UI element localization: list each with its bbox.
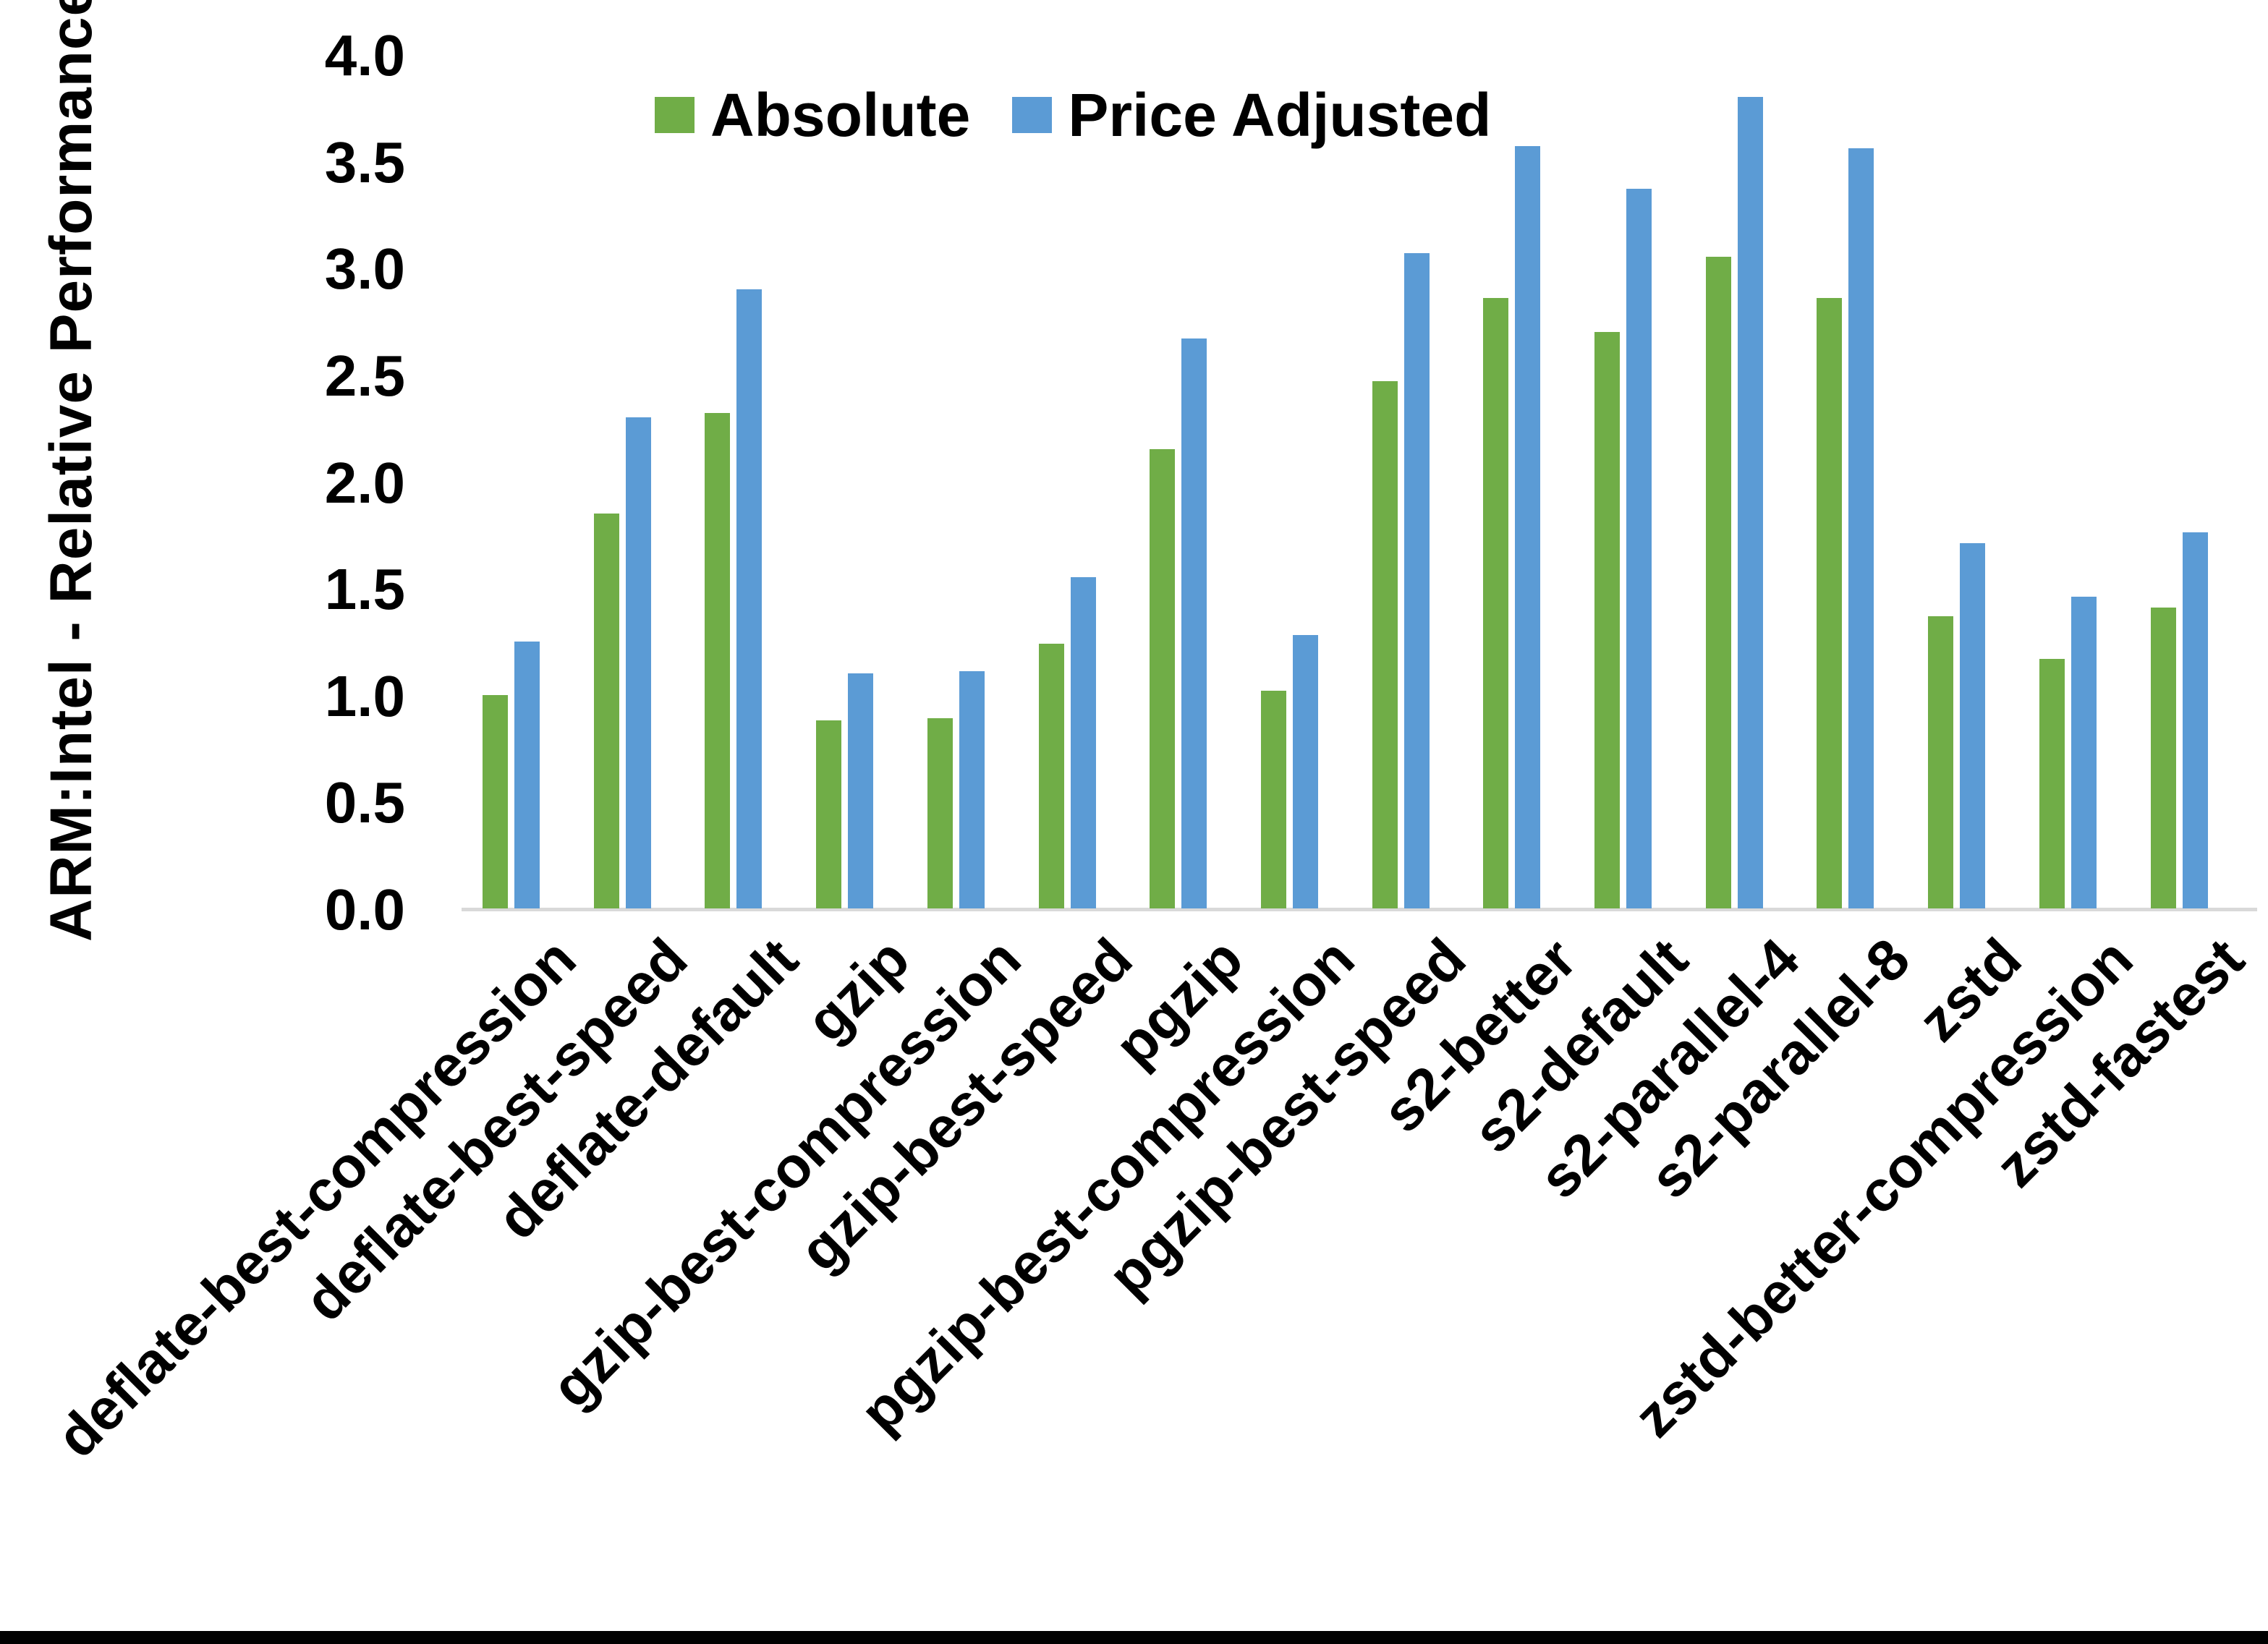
y-tick-label: 2.0	[324, 450, 405, 515]
bar-price-adjusted	[1960, 543, 1985, 908]
bar-absolute	[483, 695, 508, 908]
legend-absolute-label: Absolute	[710, 81, 971, 149]
y-axis-title: ARM:Intel - Relative Performance	[38, 0, 104, 942]
bar-price-adjusted	[1515, 146, 1540, 908]
y-tick-label: 2.5	[324, 343, 405, 408]
y-tick-label: 1.0	[324, 663, 405, 728]
bar-price-adjusted	[626, 417, 651, 908]
bar-absolute	[1261, 691, 1286, 908]
y-tick-label: 3.5	[324, 129, 405, 195]
bar-absolute	[1372, 381, 1398, 908]
bar-price-adjusted	[1738, 97, 1763, 908]
bar-price-adjusted	[2183, 532, 2208, 908]
bottom-border-bar	[0, 1631, 2268, 1644]
bar-absolute	[927, 718, 953, 908]
bar-price-adjusted	[2071, 597, 2097, 908]
bar-price-adjusted	[1848, 148, 1874, 908]
bar-price-adjusted	[514, 642, 540, 908]
legend-item-price-adjusted: Price Adjusted	[1012, 85, 1491, 145]
y-tick-label: 1.5	[324, 557, 405, 622]
bar-price-adjusted	[1071, 577, 1096, 908]
bar-absolute	[1150, 449, 1175, 908]
y-tick-label: 3.0	[324, 237, 405, 302]
legend-absolute-swatch-icon	[655, 97, 695, 133]
bar-absolute	[2039, 659, 2065, 908]
legend-price-adjusted-swatch-icon	[1012, 97, 1053, 133]
bar-price-adjusted	[1626, 189, 1652, 908]
bar-price-adjusted	[736, 289, 762, 908]
legend-price-adjusted-label: Price Adjusted	[1068, 81, 1492, 149]
legend-item-absolute: Absolute	[655, 85, 970, 145]
y-tick-label: 0.0	[324, 877, 405, 942]
chart-legend: Absolute Price Adjusted	[655, 85, 1491, 145]
bar-absolute	[1039, 644, 1064, 908]
bar-absolute	[2151, 608, 2176, 908]
bar-price-adjusted	[1181, 338, 1207, 908]
bar-price-adjusted	[1404, 253, 1430, 908]
bar-price-adjusted	[848, 673, 873, 908]
y-tick-label: 4.0	[324, 23, 405, 88]
y-tick-label: 0.5	[324, 770, 405, 835]
bar-absolute	[1928, 616, 1953, 908]
bar-absolute	[1594, 332, 1620, 908]
bar-absolute	[816, 720, 841, 908]
x-axis-line	[462, 908, 2257, 911]
bar-absolute	[1483, 298, 1508, 908]
bar-absolute	[1706, 257, 1731, 908]
bar-absolute	[705, 413, 730, 908]
bar-price-adjusted	[959, 671, 985, 908]
bar-absolute	[594, 514, 619, 908]
bar-price-adjusted	[1293, 635, 1318, 908]
bar-absolute	[1817, 298, 1842, 908]
